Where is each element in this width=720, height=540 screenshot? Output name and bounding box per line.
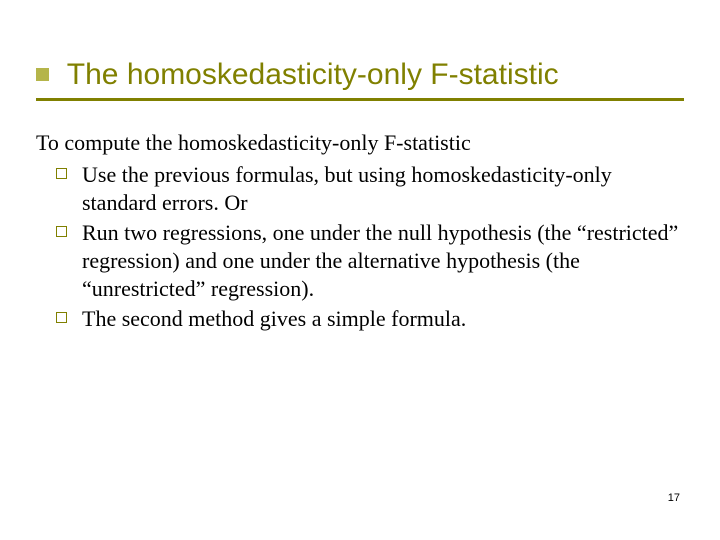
bullet-list: Use the previous formulas, but using hom… bbox=[36, 161, 684, 333]
square-bullet-icon bbox=[56, 312, 67, 323]
list-item-text: Use the previous formulas, but using hom… bbox=[82, 162, 612, 215]
square-bullet-icon bbox=[56, 168, 67, 179]
intro-text: To compute the homoskedasticity-only F-s… bbox=[36, 129, 684, 157]
title-bullet-icon bbox=[36, 68, 49, 81]
page-number: 17 bbox=[668, 492, 680, 504]
list-item-text: Run two regressions, one under the null … bbox=[82, 220, 678, 301]
list-item: Run two regressions, one under the null … bbox=[56, 219, 684, 303]
list-item-text: The second method gives a simple formula… bbox=[82, 306, 466, 331]
slide: The homoskedasticity-only F-statistic To… bbox=[0, 0, 720, 540]
slide-title: The homoskedasticity-only F-statistic bbox=[36, 58, 684, 101]
list-item: Use the previous formulas, but using hom… bbox=[56, 161, 684, 217]
slide-title-text: The homoskedasticity-only F-statistic bbox=[67, 58, 559, 91]
square-bullet-icon bbox=[56, 226, 67, 237]
list-item: The second method gives a simple formula… bbox=[56, 305, 684, 333]
